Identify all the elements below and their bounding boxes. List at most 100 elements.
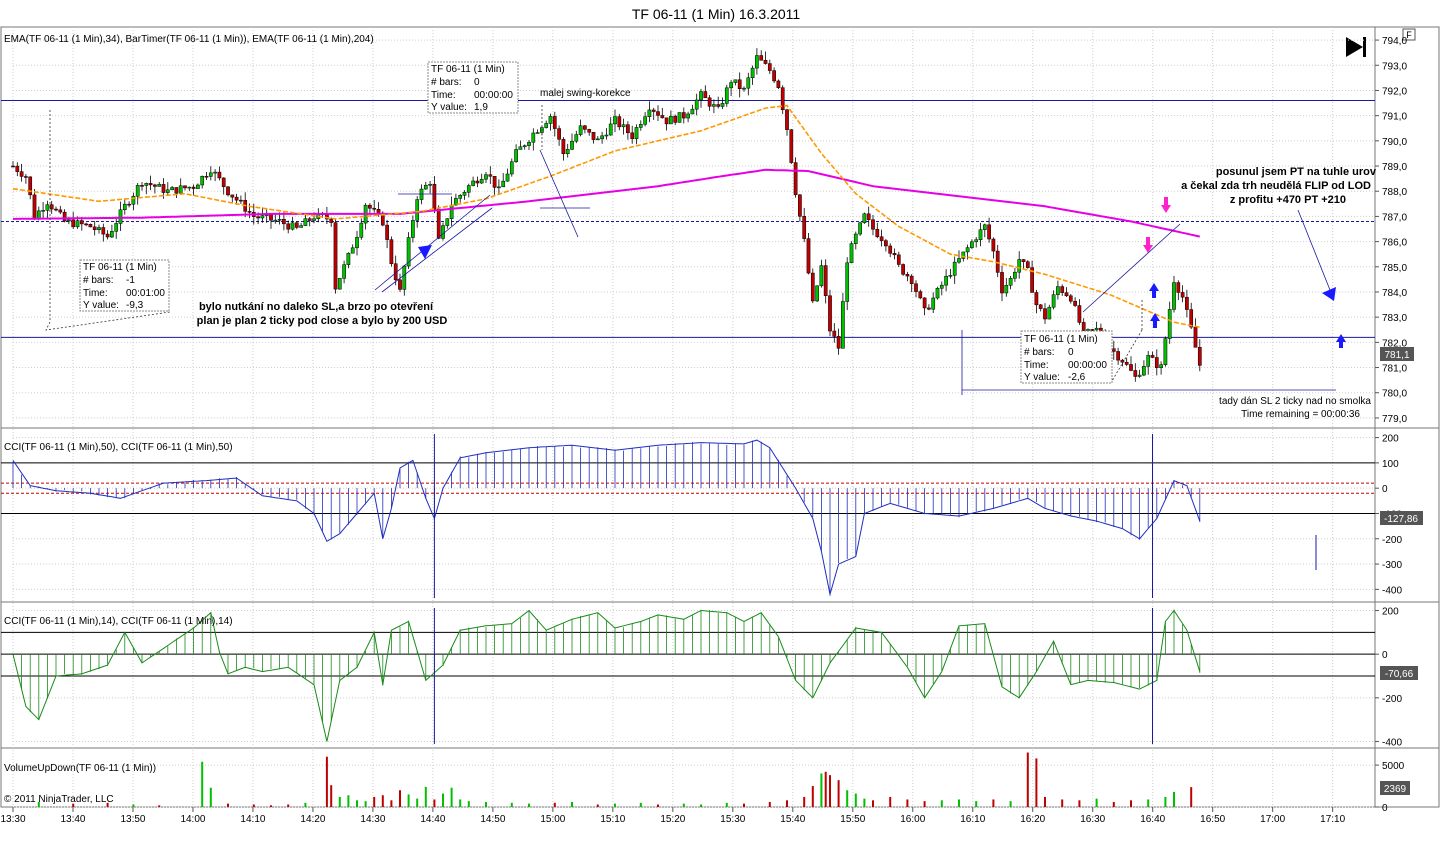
candle-body	[548, 116, 553, 124]
corner-button[interactable]	[1402, 28, 1416, 41]
infobox-1-title: TF 06-11 (1 Min)	[83, 262, 157, 273]
swing-note: malej swing-korekce	[540, 88, 631, 99]
candle-body	[269, 214, 273, 221]
candle-body	[664, 117, 669, 125]
candle-body	[92, 226, 97, 231]
candle-body	[350, 247, 355, 254]
copyright: © 2011 NinjaTrader, LLC	[4, 794, 114, 805]
candle-body	[19, 171, 24, 177]
candle-body	[1137, 374, 1142, 377]
candle-body	[337, 278, 342, 290]
candle-body	[858, 222, 862, 235]
candle-body	[518, 146, 523, 150]
candle-body	[234, 196, 239, 201]
candle-body	[578, 125, 583, 135]
candle-body	[501, 180, 506, 188]
axes: 13:30 13:40 13:50 14:00 14:10 14:20 14:30 14:40…	[0, 36, 1407, 825]
candle-body	[527, 141, 531, 146]
infobox-3: TF 06-11 (1 Min) # bars: 0 Time: 00:00:0…	[1020, 330, 1113, 384]
price-axis-tick-label: 782,0	[1382, 338, 1407, 349]
price-axis-tick-label: 781,0	[1382, 364, 1407, 375]
candle-body	[286, 223, 291, 230]
infobox-3-bars-label: # bars:	[1024, 347, 1055, 358]
trade-markers	[418, 197, 1346, 348]
infobox-2-time: 00:00:00	[474, 90, 513, 101]
candle-body	[462, 192, 467, 196]
cci50-axis-tick-label: 100	[1382, 459, 1399, 470]
candle-body	[1094, 327, 1099, 331]
candle-body	[436, 208, 441, 239]
candle-body	[221, 177, 226, 188]
candle-body	[294, 222, 299, 228]
candle-body	[213, 171, 217, 174]
candle-body	[454, 198, 458, 206]
candle-body	[806, 238, 811, 274]
jump-to-end-icon[interactable]	[1346, 37, 1366, 57]
candle-body	[514, 149, 518, 162]
candle-body	[1038, 304, 1043, 309]
candle-body	[896, 254, 901, 265]
candle-body	[165, 189, 170, 193]
candle-body	[488, 174, 493, 177]
candle-body	[312, 218, 316, 221]
time-tick-label: 15:30	[720, 814, 745, 825]
candle-body	[681, 112, 686, 119]
candle-body	[54, 208, 58, 211]
candle-body	[793, 162, 798, 196]
candle-body	[333, 222, 338, 290]
candle-body	[161, 184, 166, 193]
candle-body	[157, 184, 162, 187]
candle-body	[273, 219, 278, 222]
candle-body	[15, 165, 20, 172]
candle-body	[600, 135, 604, 140]
drawing-lines	[45, 105, 1336, 395]
candle-body	[561, 139, 566, 154]
candle-body	[914, 283, 918, 292]
candle-body	[140, 185, 144, 187]
cci14-axis-tick-label: -200	[1382, 694, 1402, 705]
candle-body	[909, 275, 914, 285]
buy-marker	[1149, 283, 1159, 291]
candle-body	[638, 124, 643, 128]
candle-body	[329, 218, 334, 223]
candle-body	[372, 208, 377, 210]
volume-axis-tick-label: 0	[1382, 803, 1388, 814]
candle-body	[415, 199, 420, 221]
infobox-3-yvalue: -2,6	[1068, 372, 1086, 383]
candle-body	[458, 195, 463, 199]
candle-body	[1154, 357, 1159, 368]
candle-body	[144, 183, 149, 186]
candle-body	[1124, 361, 1129, 365]
candle-body	[935, 288, 940, 299]
infobox-3-time: 00:00:00	[1068, 360, 1107, 371]
left-note-line1: bylo nutkání no daleko SL,a brzo po otev…	[199, 301, 434, 313]
candle-body	[256, 216, 260, 219]
candle-body	[922, 297, 927, 309]
time-tick-label: 16:00	[900, 814, 925, 825]
corner-button-label: F	[1406, 30, 1412, 40]
ema34-line	[12, 104, 1200, 328]
price-last-value: 781,1	[1384, 350, 1409, 361]
candle-body	[656, 111, 660, 116]
candle-body	[200, 176, 205, 186]
candle-body	[423, 184, 428, 190]
candle-body	[841, 301, 845, 349]
candle-body	[673, 115, 678, 123]
candle-body	[88, 224, 93, 228]
candle-body	[84, 223, 88, 226]
left-note-line2: plan je plan 2 ticky pod close a bylo by…	[197, 315, 448, 327]
candle-body	[1150, 355, 1155, 358]
infobox-2-title: TF 06-11 (1 Min)	[431, 64, 505, 75]
candle-body	[1021, 259, 1026, 262]
candle-body	[208, 172, 213, 177]
infobox-3-title: TF 06-11 (1 Min)	[1024, 334, 1098, 345]
price-axis-tick-label: 783,0	[1382, 313, 1407, 324]
price-axis-tick-label: 792,0	[1382, 86, 1407, 97]
candle-body	[905, 274, 910, 277]
candle-body	[105, 233, 110, 238]
candle-body	[798, 194, 802, 217]
candle-body	[574, 134, 579, 142]
price-axis-tick-label: 793,0	[1382, 61, 1407, 72]
ema204-line	[13, 168, 1201, 238]
